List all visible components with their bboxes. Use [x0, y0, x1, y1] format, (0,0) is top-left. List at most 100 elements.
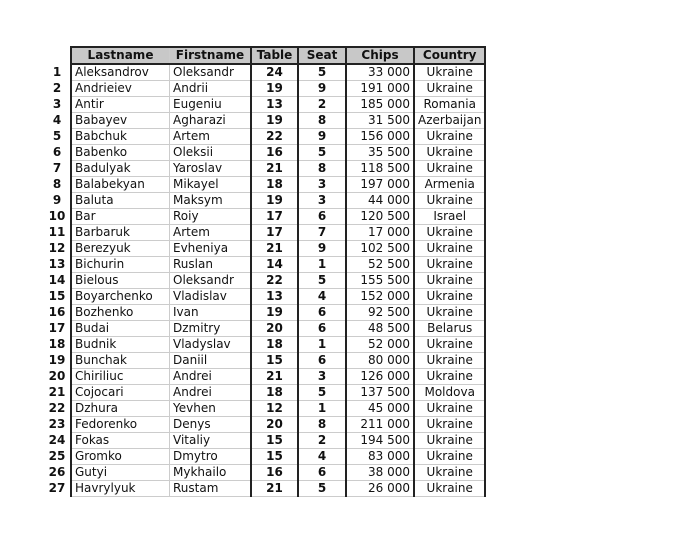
row-number: 9	[44, 192, 71, 209]
country-cell: Ukraine	[414, 464, 487, 481]
firstname-cell: Daniil	[169, 352, 252, 369]
seat-cell: 1	[298, 336, 347, 353]
chips-cell: 137 500	[346, 384, 415, 401]
seat-cell: 5	[298, 272, 347, 289]
country-cell: Azerbaijan	[414, 112, 487, 129]
seat-cell: 9	[298, 128, 347, 145]
seat-cell: 2	[298, 96, 347, 113]
row-number: 2	[44, 80, 71, 97]
firstname-cell: Yevhen	[169, 400, 252, 417]
chips-cell: 35 500	[346, 144, 415, 161]
table-row: 13 Bichurin Ruslan 14 1 52 500 Ukraine	[44, 256, 487, 273]
table-row: 4 Babayev Agharazi 19 8 31 500 Azerbaijan	[44, 112, 487, 129]
country-header: Country	[414, 46, 487, 65]
chips-cell: 120 500	[346, 208, 415, 225]
chips-cell: 152 000	[346, 288, 415, 305]
row-number: 25	[44, 448, 71, 465]
table-row: 21 Cojocari Andrei 18 5 137 500 Moldova	[44, 384, 487, 401]
row-number: 12	[44, 240, 71, 257]
firstname-header: Firstname	[169, 46, 252, 65]
seat-cell: 3	[298, 192, 347, 209]
chips-cell: 102 500	[346, 240, 415, 257]
firstname-cell: Vitaliy	[169, 432, 252, 449]
table-row: 1 Aleksandrov Oleksandr 24 5 33 000 Ukraine	[44, 64, 487, 81]
row-number: 13	[44, 256, 71, 273]
row-number: 4	[44, 112, 71, 129]
table-cell: 18	[251, 384, 299, 401]
country-cell: Ukraine	[414, 256, 487, 273]
table-row: 18 Budnik Vladyslav 18 1 52 000 Ukraine	[44, 336, 487, 353]
table-cell: 16	[251, 464, 299, 481]
seat-cell: 2	[298, 432, 347, 449]
row-number: 5	[44, 128, 71, 145]
table-row: 23 Fedorenko Denys 20 8 211 000 Ukraine	[44, 416, 487, 433]
firstname-cell: Oleksii	[169, 144, 252, 161]
country-cell: Ukraine	[414, 192, 487, 209]
chips-cell: 38 000	[346, 464, 415, 481]
firstname-cell: Rustam	[169, 480, 252, 497]
chips-cell: 44 000	[346, 192, 415, 209]
firstname-cell: Evheniya	[169, 240, 252, 257]
lastname-cell: Andrieiev	[70, 80, 170, 97]
table-row: 22 Dzhura Yevhen 12 1 45 000 Ukraine	[44, 400, 487, 417]
country-cell: Ukraine	[414, 368, 487, 385]
seat-cell: 3	[298, 368, 347, 385]
row-number-header	[44, 47, 71, 64]
seat-cell: 1	[298, 400, 347, 417]
lastname-cell: Badulyak	[70, 160, 170, 177]
chips-cell: 126 000	[346, 368, 415, 385]
table-cell: 12	[251, 400, 299, 417]
lastname-cell: Berezyuk	[70, 240, 170, 257]
table-cell: 15	[251, 432, 299, 449]
table-row: 17 Budai Dzmitry 20 6 48 500 Belarus	[44, 320, 487, 337]
table-cell: 24	[251, 64, 299, 81]
country-cell: Ukraine	[414, 128, 487, 145]
chips-cell: 194 500	[346, 432, 415, 449]
lastname-cell: Budai	[70, 320, 170, 337]
firstname-cell: Roiy	[169, 208, 252, 225]
lastname-header: Lastname	[70, 46, 170, 65]
table-row: 15 Boyarchenko Vladislav 13 4 152 000 Ukraine	[44, 288, 487, 305]
country-cell: Armenia	[414, 176, 487, 193]
lastname-cell: Balabekyan	[70, 176, 170, 193]
row-number: 26	[44, 464, 71, 481]
country-cell: Ukraine	[414, 448, 487, 465]
lastname-cell: Havrylyuk	[70, 480, 170, 497]
firstname-cell: Mykhailo	[169, 464, 252, 481]
row-number: 17	[44, 320, 71, 337]
row-number: 11	[44, 224, 71, 241]
table-row: 24 Fokas Vitaliy 15 2 194 500 Ukraine	[44, 432, 487, 449]
firstname-cell: Eugeniu	[169, 96, 252, 113]
table-cell: 18	[251, 336, 299, 353]
row-number: 16	[44, 304, 71, 321]
lastname-cell: Fokas	[70, 432, 170, 449]
table-row: 11 Barbaruk Artem 17 7 17 000 Ukraine	[44, 224, 487, 241]
chips-cell: 185 000	[346, 96, 415, 113]
country-cell: Romania	[414, 96, 487, 113]
chips-cell: 45 000	[346, 400, 415, 417]
table-cell: 14	[251, 256, 299, 273]
row-number: 23	[44, 416, 71, 433]
header-row: Lastname Firstname Table Seat Chips Coun…	[44, 46, 487, 65]
table-row: 2 Andrieiev Andrii 19 9 191 000 Ukraine	[44, 80, 487, 97]
seat-cell: 8	[298, 112, 347, 129]
country-cell: Ukraine	[414, 304, 487, 321]
chips-cell: 52 500	[346, 256, 415, 273]
seat-cell: 9	[298, 80, 347, 97]
lastname-cell: Budnik	[70, 336, 170, 353]
lastname-cell: Bielous	[70, 272, 170, 289]
chips-cell: 92 500	[346, 304, 415, 321]
table-cell: 17	[251, 224, 299, 241]
table-cell: 19	[251, 304, 299, 321]
player-seating-sheet: Lastname Firstname Table Seat Chips Coun…	[44, 46, 487, 497]
country-cell: Ukraine	[414, 352, 487, 369]
seat-cell: 6	[298, 208, 347, 225]
table-row: 16 Bozhenko Ivan 19 6 92 500 Ukraine	[44, 304, 487, 321]
table-cell: 21	[251, 240, 299, 257]
table-cell: 13	[251, 288, 299, 305]
table-row: 10 Bar Roiy 17 6 120 500 Israel	[44, 208, 487, 225]
country-cell: Ukraine	[414, 272, 487, 289]
lastname-cell: Barbaruk	[70, 224, 170, 241]
table-row: 20 Chiriliuc Andrei 21 3 126 000 Ukraine	[44, 368, 487, 385]
row-number: 8	[44, 176, 71, 193]
